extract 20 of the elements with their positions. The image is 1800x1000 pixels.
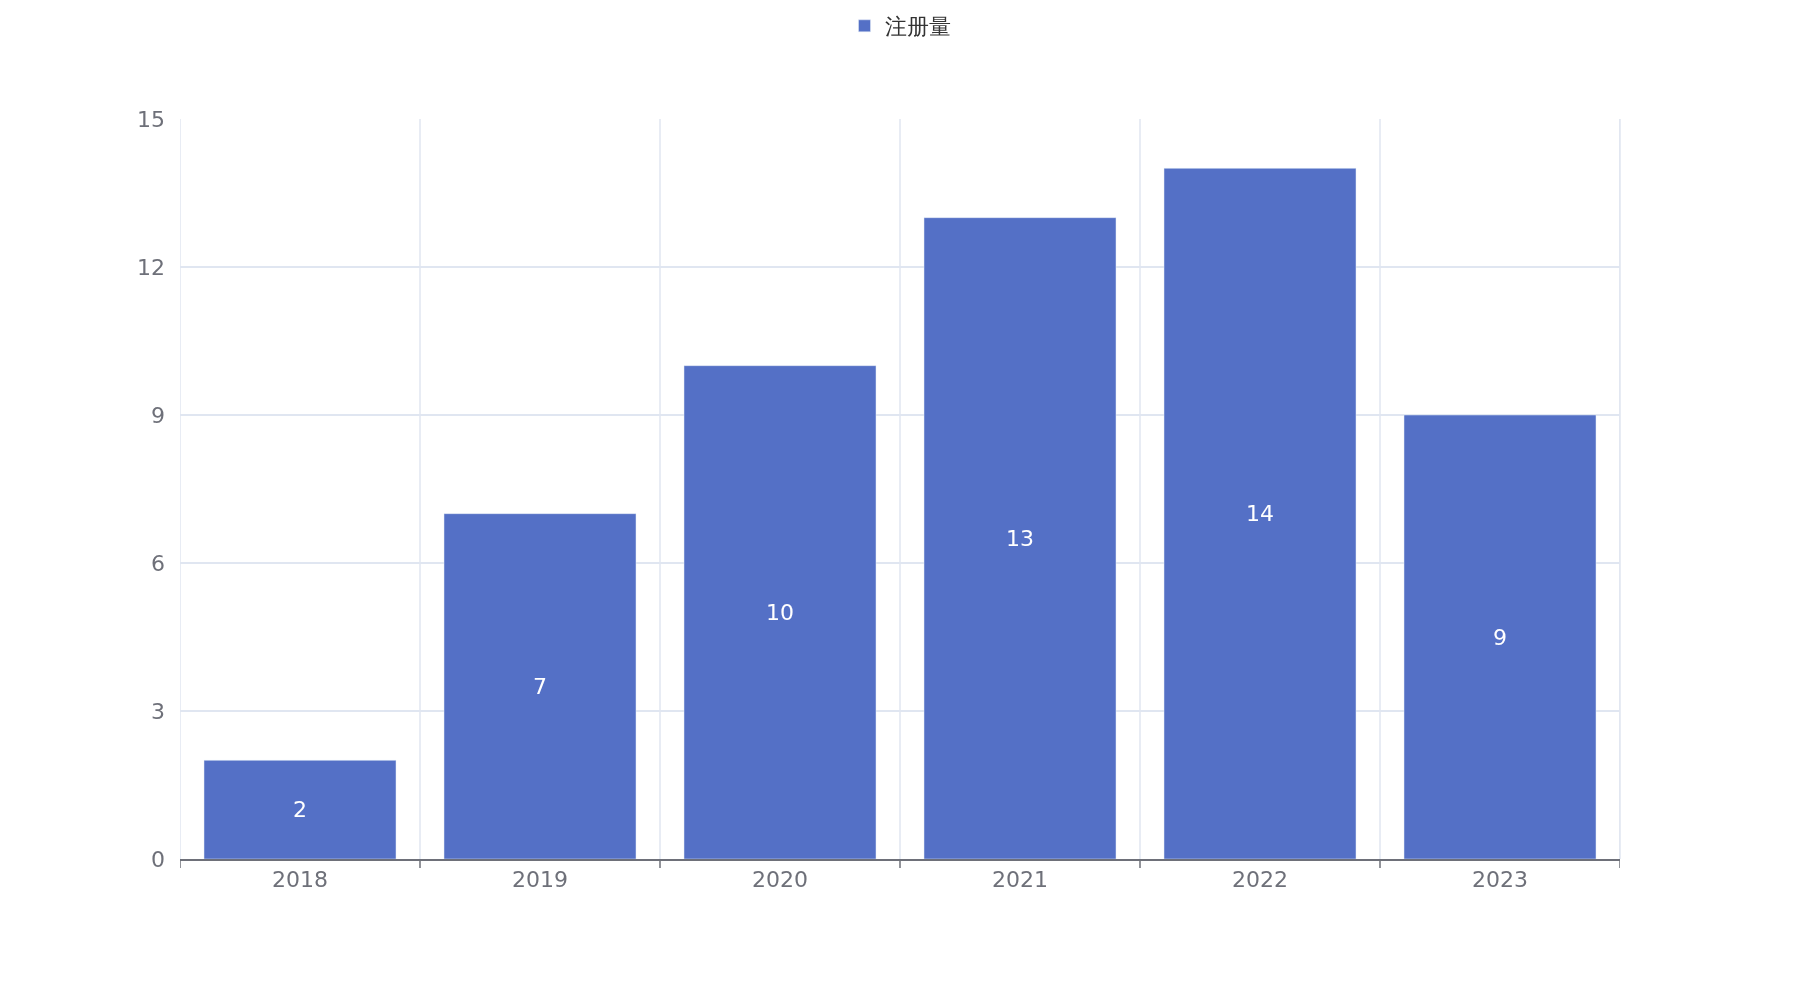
data-label: 14	[1246, 501, 1274, 527]
x-tick-label: 2019	[512, 867, 568, 893]
data-label: 7	[533, 673, 547, 699]
y-tick-label: 9	[151, 402, 165, 428]
data-label: 9	[1493, 624, 1507, 650]
y-tick-label: 12	[137, 254, 165, 280]
y-tick-label: 6	[151, 550, 165, 576]
data-label: 10	[766, 599, 794, 625]
y-tick-label: 3	[151, 698, 165, 724]
y-tick-label: 15	[137, 106, 165, 132]
x-tick-label: 2023	[1472, 867, 1528, 893]
y-tick-label: 0	[151, 846, 165, 872]
data-label: 13	[1006, 525, 1034, 551]
x-tick-label: 2021	[992, 867, 1048, 893]
legend-label: 注册量	[884, 14, 951, 40]
bar	[203, 760, 397, 859]
data-label: 2	[293, 797, 307, 823]
x-tick-label: 2022	[1232, 867, 1288, 893]
x-tick-label: 2018	[272, 867, 328, 893]
x-tick-label: 2020	[752, 867, 808, 893]
